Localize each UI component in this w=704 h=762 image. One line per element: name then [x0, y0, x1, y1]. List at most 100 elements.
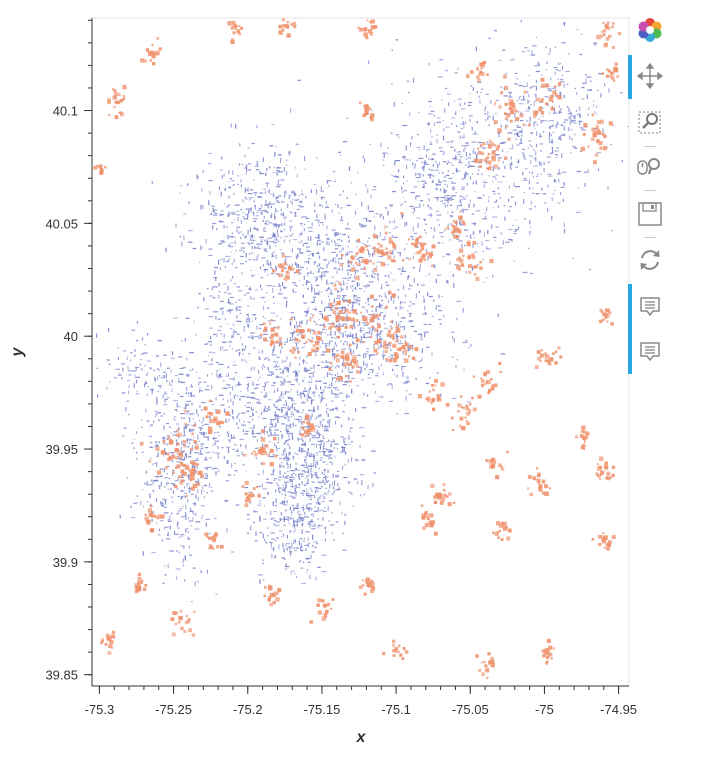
- blue-point: [271, 268, 273, 270]
- blue-point: [275, 210, 279, 212]
- blue-point: [246, 292, 250, 294]
- blue-point: [317, 405, 319, 411]
- blue-point: [327, 476, 329, 478]
- blue-point: [127, 366, 129, 370]
- blue-point: [448, 102, 450, 106]
- blue-point: [318, 440, 323, 442]
- blue-point: [554, 179, 556, 183]
- blue-point: [273, 241, 277, 244]
- blue-point: [245, 165, 247, 170]
- blue-point: [264, 250, 266, 252]
- blue-point: [213, 333, 216, 336]
- blue-point: [428, 295, 433, 298]
- blue-point: [204, 447, 209, 449]
- orange-point: [371, 325, 374, 328]
- blue-point: [337, 307, 342, 309]
- blue-point: [218, 426, 221, 428]
- blue-point: [307, 221, 309, 223]
- blue-point: [435, 279, 437, 284]
- blue-point: [324, 386, 326, 389]
- blue-point: [263, 410, 269, 412]
- orange-point: [290, 350, 295, 354]
- blue-point: [461, 145, 467, 147]
- blue-point: [297, 503, 299, 508]
- orange-point: [503, 156, 508, 160]
- blue-point: [509, 92, 511, 98]
- orange-point: [608, 121, 613, 126]
- blue-point: [538, 63, 540, 67]
- blue-point: [156, 522, 158, 524]
- blue-point: [218, 394, 224, 396]
- blue-point: [338, 323, 340, 325]
- blue-point: [188, 201, 190, 204]
- blue-point: [119, 514, 121, 519]
- blue-point: [322, 343, 325, 345]
- blue-point: [272, 223, 277, 225]
- blue-point: [500, 353, 506, 355]
- orange-point: [139, 441, 144, 446]
- orange-point: [349, 324, 354, 329]
- blue-point: [577, 113, 579, 116]
- blue-point: [409, 314, 411, 318]
- blue-point: [272, 295, 275, 299]
- blue-point: [581, 87, 585, 89]
- orange-point: [270, 318, 273, 322]
- blue-point: [318, 414, 320, 418]
- orange-point: [495, 147, 499, 151]
- blue-point: [336, 280, 339, 282]
- blue-point: [453, 186, 455, 191]
- blue-point: [245, 173, 247, 175]
- orange-point: [551, 100, 554, 103]
- blue-point: [521, 51, 525, 53]
- blue-point: [301, 545, 303, 548]
- blue-point: [342, 411, 345, 413]
- blue-point: [321, 485, 323, 488]
- blue-point: [319, 497, 322, 499]
- orange-point: [458, 256, 461, 260]
- blue-point: [578, 120, 583, 122]
- blue-point: [283, 267, 287, 269]
- blue-point: [363, 225, 367, 227]
- orange-point: [107, 100, 111, 105]
- blue-point: [241, 423, 243, 426]
- orange-point: [596, 120, 601, 125]
- blue-point: [479, 99, 481, 104]
- blue-point: [539, 143, 544, 145]
- blue-point: [388, 383, 393, 385]
- blue-point: [242, 424, 246, 426]
- blue-point: [298, 446, 301, 452]
- blue-point: [203, 490, 205, 492]
- blue-point: [267, 203, 269, 209]
- blue-point: [348, 239, 350, 243]
- blue-point: [514, 133, 518, 135]
- blue-point: [172, 483, 176, 485]
- orange-point: [369, 294, 374, 299]
- blue-point: [382, 159, 384, 161]
- blue-point: [250, 392, 255, 394]
- blue-point: [117, 347, 119, 349]
- blue-point: [292, 436, 294, 441]
- orange-point: [497, 159, 500, 162]
- blue-point: [423, 145, 425, 150]
- blue-point: [223, 379, 225, 382]
- blue-point: [183, 407, 187, 409]
- blue-point: [315, 157, 318, 159]
- blue-point: [309, 387, 311, 390]
- blue-point: [347, 367, 350, 372]
- orange-point: [345, 361, 349, 365]
- blue-point: [183, 545, 185, 549]
- blue-point: [294, 572, 296, 575]
- blue-point: [423, 295, 425, 298]
- blue-point: [394, 373, 396, 375]
- blue-point: [265, 292, 268, 294]
- blue-point: [532, 187, 534, 189]
- blue-point: [291, 504, 294, 506]
- blue-point: [292, 338, 294, 340]
- blue-point: [128, 385, 130, 389]
- blue-point: [486, 143, 490, 145]
- orange-point: [179, 609, 183, 613]
- orange-point: [384, 251, 388, 256]
- blue-point: [385, 284, 390, 286]
- blue-point: [219, 374, 221, 377]
